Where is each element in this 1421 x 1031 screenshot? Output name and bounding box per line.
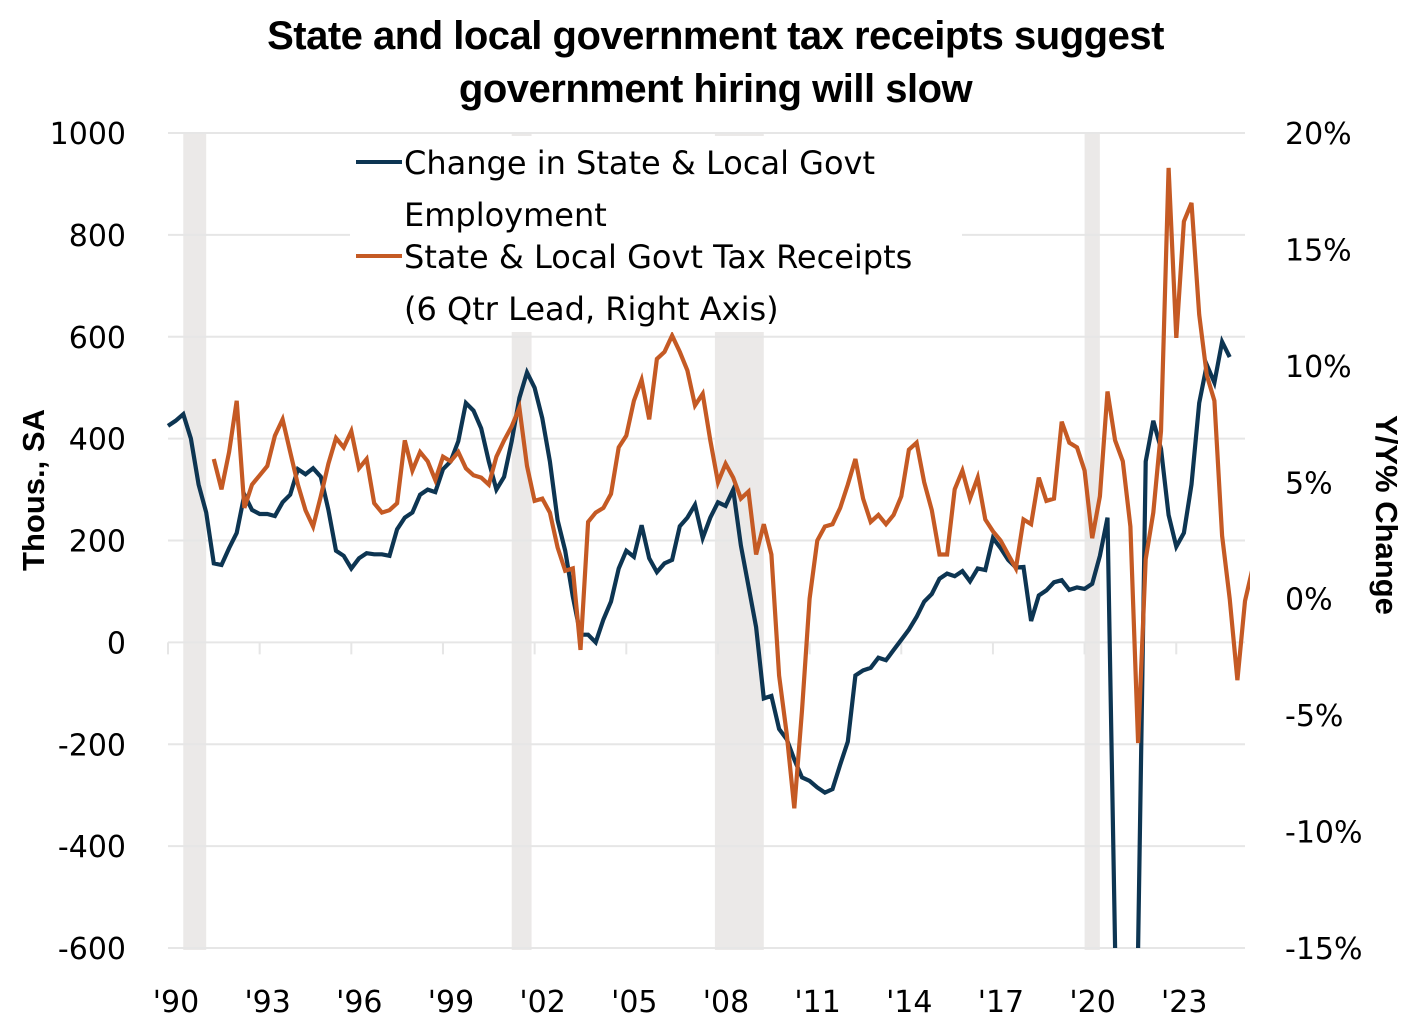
right-y-tick-label: 20% bbox=[1285, 117, 1352, 152]
x-tick-label: '08 bbox=[703, 985, 749, 1020]
x-tick-label: '17 bbox=[978, 985, 1024, 1020]
legend-label-tax-receipts-line-1: State & Local Govt Tax Receipts bbox=[404, 238, 912, 276]
x-tick-label: '02 bbox=[519, 985, 565, 1020]
left-y-axis-labels: 1000 800 600 400 200 0 -200 -400 -600 bbox=[50, 117, 126, 967]
right-y-tick-label: -10% bbox=[1285, 816, 1363, 851]
x-tick-label: '90 bbox=[153, 985, 199, 1020]
right-y-tick-label: 0% bbox=[1285, 583, 1333, 618]
left-y-tick-label: -400 bbox=[58, 830, 126, 865]
x-tick-label: '99 bbox=[428, 985, 474, 1020]
legend-background bbox=[350, 136, 962, 332]
legend-label-employment-line-2: Employment bbox=[404, 196, 607, 234]
left-y-tick-label: -600 bbox=[58, 932, 126, 967]
x-axis-ticks bbox=[167, 642, 1178, 655]
left-y-tick-label: 0 bbox=[107, 626, 126, 661]
legend-label-tax-receipts-line-2: (6 Qtr Lead, Right Axis) bbox=[404, 290, 779, 328]
left-y-tick-label: 400 bbox=[69, 423, 126, 458]
x-tick-label: '23 bbox=[1161, 985, 1207, 1020]
right-y-tick-label: 15% bbox=[1285, 233, 1352, 268]
left-axis-title: Thous., SA bbox=[16, 409, 51, 571]
chart-title-line-1: State and local government tax receipts … bbox=[267, 14, 1164, 58]
left-y-tick-label: 200 bbox=[69, 525, 126, 560]
right-y-tick-label: -15% bbox=[1285, 932, 1363, 967]
legend-label-employment-line-1: Change in State & Local Govt bbox=[404, 144, 875, 182]
gridlines bbox=[168, 132, 1245, 949]
left-y-tick-label: -200 bbox=[58, 728, 126, 763]
right-y-tick-label: 10% bbox=[1285, 350, 1352, 385]
chart-title: State and local government tax receipts … bbox=[0, 10, 1421, 116]
left-y-tick-label: 1000 bbox=[50, 117, 126, 152]
x-tick-label: '05 bbox=[611, 985, 657, 1020]
right-y-tick-label: -5% bbox=[1285, 699, 1343, 734]
right-y-tick-label: 5% bbox=[1285, 466, 1333, 501]
series-lines bbox=[166, 167, 1250, 948]
right-y-axis-labels: 20% 15% 10% 5% 0% -5% -10% -15% bbox=[1285, 117, 1363, 967]
left-y-tick-label: 600 bbox=[69, 321, 126, 356]
chart-title-line-2: government hiring will slow bbox=[458, 67, 973, 111]
x-tick-label: '93 bbox=[244, 985, 290, 1020]
x-tick-label: '11 bbox=[794, 985, 840, 1020]
x-tick-label: '96 bbox=[336, 985, 382, 1020]
x-axis-labels: '90 '93 '96 '99 '02 '05 '08 '11 '14 '17 '20 '23 bbox=[153, 985, 1208, 1020]
legend: Change in State & Local Govt Employment … bbox=[350, 136, 962, 332]
x-tick-label: '20 bbox=[1069, 985, 1115, 1020]
series-line-tax-receipts bbox=[211, 167, 1250, 809]
x-tick-label: '14 bbox=[886, 985, 932, 1020]
left-y-tick-label: 800 bbox=[69, 219, 126, 254]
series-line-employment bbox=[166, 335, 1232, 948]
right-axis-title: Y/Y% Change bbox=[1369, 415, 1404, 615]
